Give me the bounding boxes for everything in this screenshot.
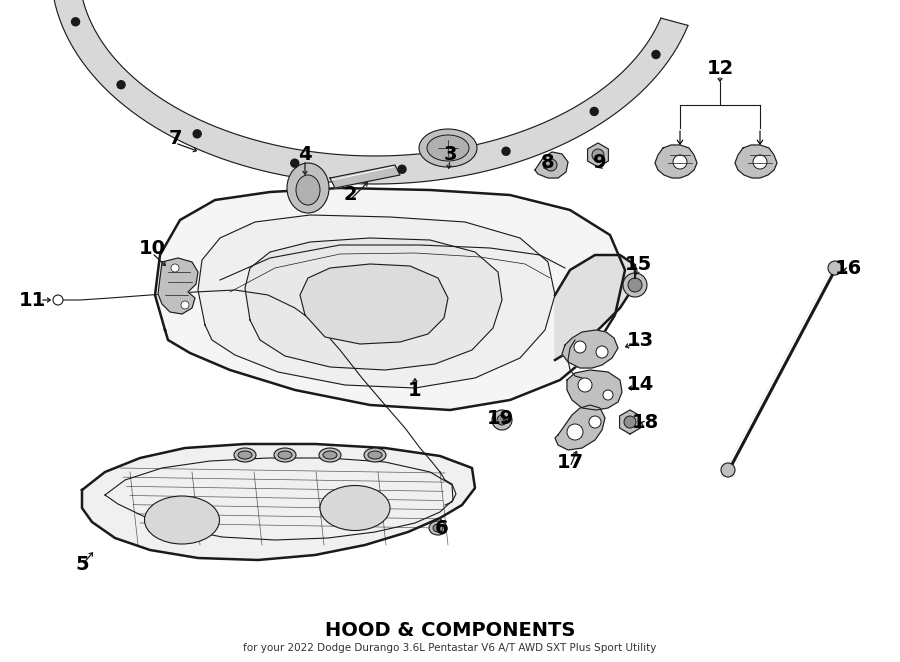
Circle shape <box>624 416 636 428</box>
Text: 9: 9 <box>593 152 607 171</box>
Text: 14: 14 <box>626 375 653 395</box>
Polygon shape <box>82 444 475 560</box>
Polygon shape <box>198 215 555 388</box>
Polygon shape <box>588 143 608 167</box>
Text: 16: 16 <box>834 258 861 277</box>
Circle shape <box>753 155 767 169</box>
Ellipse shape <box>320 485 390 530</box>
Polygon shape <box>245 238 502 370</box>
Circle shape <box>72 18 79 26</box>
Ellipse shape <box>427 135 469 161</box>
Ellipse shape <box>419 129 477 167</box>
Text: 10: 10 <box>139 238 166 258</box>
Text: 11: 11 <box>18 291 46 310</box>
Ellipse shape <box>323 451 337 459</box>
Ellipse shape <box>364 448 386 462</box>
Circle shape <box>574 341 586 353</box>
Polygon shape <box>555 255 635 360</box>
Text: 3: 3 <box>443 146 456 164</box>
Text: 1: 1 <box>409 381 422 399</box>
Ellipse shape <box>234 448 256 462</box>
Circle shape <box>492 410 512 430</box>
Circle shape <box>578 378 592 392</box>
Ellipse shape <box>433 524 443 532</box>
Text: 19: 19 <box>486 408 514 428</box>
Circle shape <box>596 346 608 358</box>
Polygon shape <box>735 145 777 178</box>
Text: 6: 6 <box>436 518 449 538</box>
Ellipse shape <box>274 448 296 462</box>
Ellipse shape <box>368 451 382 459</box>
Ellipse shape <box>429 521 447 535</box>
Polygon shape <box>155 188 625 410</box>
Polygon shape <box>555 405 605 450</box>
Text: 4: 4 <box>298 146 311 164</box>
Circle shape <box>291 159 299 167</box>
Circle shape <box>398 166 406 173</box>
Ellipse shape <box>145 496 220 544</box>
Polygon shape <box>158 258 198 314</box>
Polygon shape <box>562 330 618 368</box>
Circle shape <box>623 273 647 297</box>
Ellipse shape <box>296 175 320 205</box>
Circle shape <box>603 390 613 400</box>
Circle shape <box>721 463 735 477</box>
Text: 15: 15 <box>625 256 652 275</box>
Circle shape <box>673 155 687 169</box>
Text: 2: 2 <box>343 185 356 205</box>
Text: for your 2022 Dodge Durango 3.6L Pentastar V6 A/T AWD SXT Plus Sport Utility: for your 2022 Dodge Durango 3.6L Pentast… <box>243 643 657 653</box>
Polygon shape <box>535 152 568 178</box>
Text: 17: 17 <box>556 453 583 471</box>
Circle shape <box>589 416 601 428</box>
Circle shape <box>828 261 842 275</box>
Polygon shape <box>619 410 641 434</box>
Text: 7: 7 <box>168 128 182 148</box>
Circle shape <box>545 159 557 171</box>
Circle shape <box>652 50 660 58</box>
Text: 12: 12 <box>706 58 733 77</box>
Ellipse shape <box>319 448 341 462</box>
Circle shape <box>592 149 604 161</box>
Text: 13: 13 <box>626 330 653 350</box>
Circle shape <box>497 415 507 425</box>
Polygon shape <box>330 165 400 188</box>
Circle shape <box>567 424 583 440</box>
Circle shape <box>171 264 179 272</box>
Polygon shape <box>567 370 622 410</box>
Ellipse shape <box>287 163 329 213</box>
Circle shape <box>502 147 510 156</box>
Text: 8: 8 <box>541 152 554 171</box>
Circle shape <box>117 81 125 89</box>
Circle shape <box>181 301 189 309</box>
Text: HOOD & COMPONENTS: HOOD & COMPONENTS <box>325 620 575 639</box>
Circle shape <box>53 295 63 305</box>
Polygon shape <box>300 264 448 344</box>
Text: 18: 18 <box>632 412 659 432</box>
Ellipse shape <box>238 451 252 459</box>
Circle shape <box>194 130 202 138</box>
Polygon shape <box>655 145 697 178</box>
Circle shape <box>628 278 642 292</box>
Ellipse shape <box>278 451 292 459</box>
Polygon shape <box>52 0 688 184</box>
Circle shape <box>590 107 598 115</box>
Text: 5: 5 <box>76 555 89 575</box>
